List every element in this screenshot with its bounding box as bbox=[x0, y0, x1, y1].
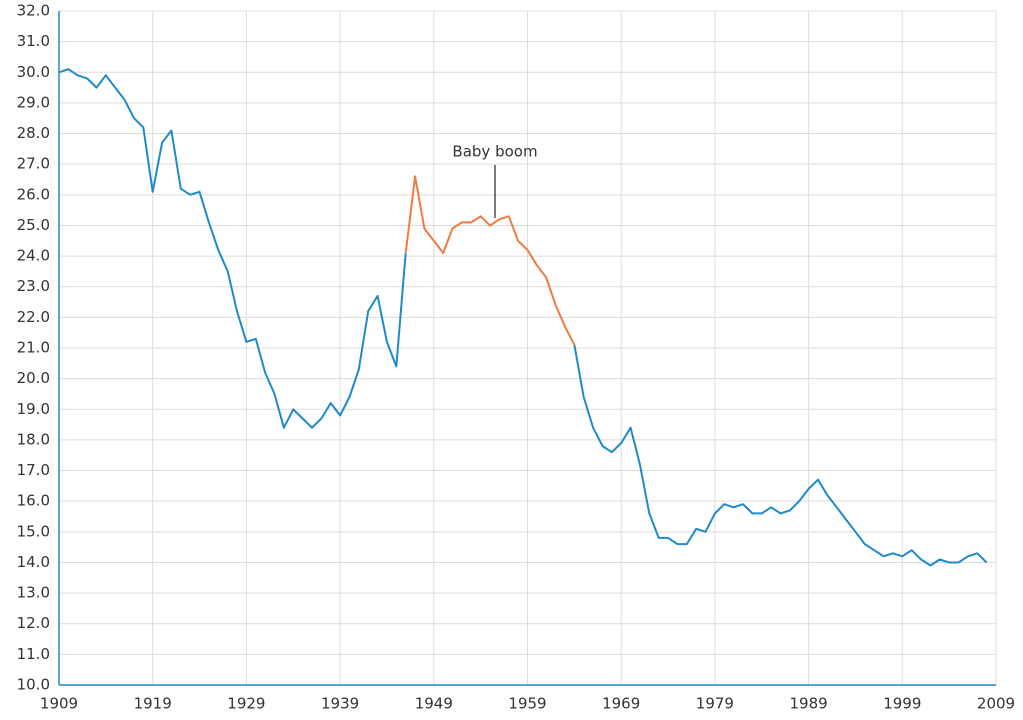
x-tick-label: 1959 bbox=[508, 695, 546, 713]
x-tick-label: 2009 bbox=[977, 695, 1015, 713]
y-tick-label: 17.0 bbox=[17, 461, 50, 479]
y-tick-label: 18.0 bbox=[17, 430, 50, 448]
y-tick-label: 30.0 bbox=[17, 63, 50, 81]
y-tick-label: 10.0 bbox=[17, 676, 50, 694]
annotation: Baby boom bbox=[452, 143, 537, 161]
y-tick-label: 24.0 bbox=[17, 247, 50, 265]
x-tick-label: 1989 bbox=[790, 695, 828, 713]
y-tick-label: 26.0 bbox=[17, 185, 50, 203]
y-tick-label: 31.0 bbox=[17, 32, 50, 50]
y-tick-label: 20.0 bbox=[17, 369, 50, 387]
x-tick-label: 1949 bbox=[415, 695, 453, 713]
y-tick-label: 27.0 bbox=[17, 155, 50, 173]
x-tick-label: 1969 bbox=[602, 695, 640, 713]
y-tick-label: 21.0 bbox=[17, 339, 50, 357]
x-tick-label: 1999 bbox=[883, 695, 921, 713]
series-line bbox=[58, 68, 988, 567]
x-tick-label: 1929 bbox=[227, 695, 265, 713]
y-tick-label: 15.0 bbox=[17, 522, 50, 540]
y-tick-label: 11.0 bbox=[17, 645, 50, 663]
y-tick-label: 32.0 bbox=[17, 2, 50, 20]
y-tick-label: 28.0 bbox=[17, 124, 50, 142]
y-tick-label: 16.0 bbox=[17, 492, 50, 510]
y-tick-label: 14.0 bbox=[17, 553, 50, 571]
y-tick-label: 23.0 bbox=[17, 277, 50, 295]
x-tick-label: 1919 bbox=[134, 695, 172, 713]
x-tick-label: 1909 bbox=[40, 695, 78, 713]
series-line bbox=[404, 175, 576, 346]
x-tick-label: 1979 bbox=[696, 695, 734, 713]
y-tick-label: 13.0 bbox=[17, 584, 50, 602]
y-tick-label: 12.0 bbox=[17, 614, 50, 632]
x-tick-label: 1939 bbox=[321, 695, 359, 713]
y-tick-label: 29.0 bbox=[17, 93, 50, 111]
y-tick-label: 19.0 bbox=[17, 400, 50, 418]
y-tick-label: 25.0 bbox=[17, 216, 50, 234]
y-tick-label: 22.0 bbox=[17, 308, 50, 326]
